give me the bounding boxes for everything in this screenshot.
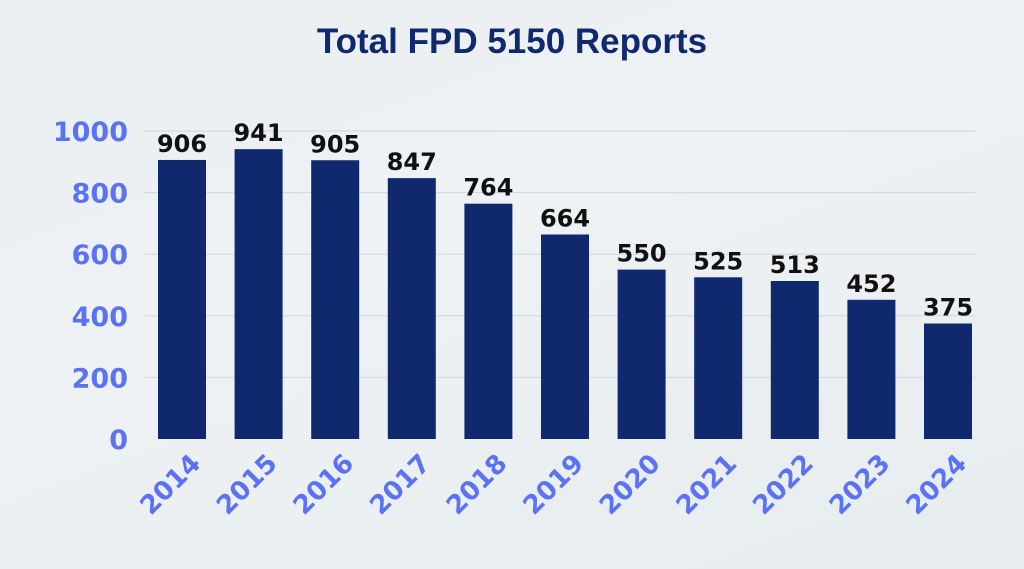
y-tick-label: 400 [72,302,128,333]
data-label: 525 [693,247,743,275]
data-label: 764 [463,174,513,202]
bar [464,203,513,439]
bar [387,178,436,439]
x-tick-label: 2023 [824,449,896,521]
x-tick-label: 2018 [441,449,513,521]
bar [234,149,283,439]
x-tick-label: 2015 [211,449,283,521]
x-tick-label: 2024 [901,449,973,521]
x-tick-label: 2014 [135,449,207,521]
y-tick-label: 800 [72,179,128,210]
x-tick-label: 2016 [288,449,360,521]
y-tick-label: 1000 [53,117,128,148]
x-tick-label: 2022 [747,449,819,521]
bar [694,277,743,439]
data-label: 664 [540,204,590,232]
data-label: 452 [846,270,896,298]
y-tick-label: 600 [72,240,128,271]
bar [617,269,666,439]
x-tick-label: 2017 [364,449,436,521]
data-label: 905 [310,130,360,158]
data-label: 906 [157,130,207,158]
data-label: 375 [923,294,973,322]
bar [311,160,360,439]
bar [770,280,819,439]
data-label: 847 [387,148,437,176]
x-tick-label: 2021 [671,449,743,521]
bar [924,323,972,439]
y-tick-label: 200 [72,363,128,394]
x-tick-label: 2020 [594,449,666,521]
bar [541,234,589,439]
data-label: 550 [617,240,667,268]
data-label: 941 [234,119,284,147]
y-tick-label: 0 [109,425,128,456]
chart-title: Total FPD 5150 Reports [316,22,708,61]
x-tick-label: 2019 [518,449,590,521]
data-label: 513 [770,251,820,279]
bar [847,299,896,439]
bar [158,159,206,439]
